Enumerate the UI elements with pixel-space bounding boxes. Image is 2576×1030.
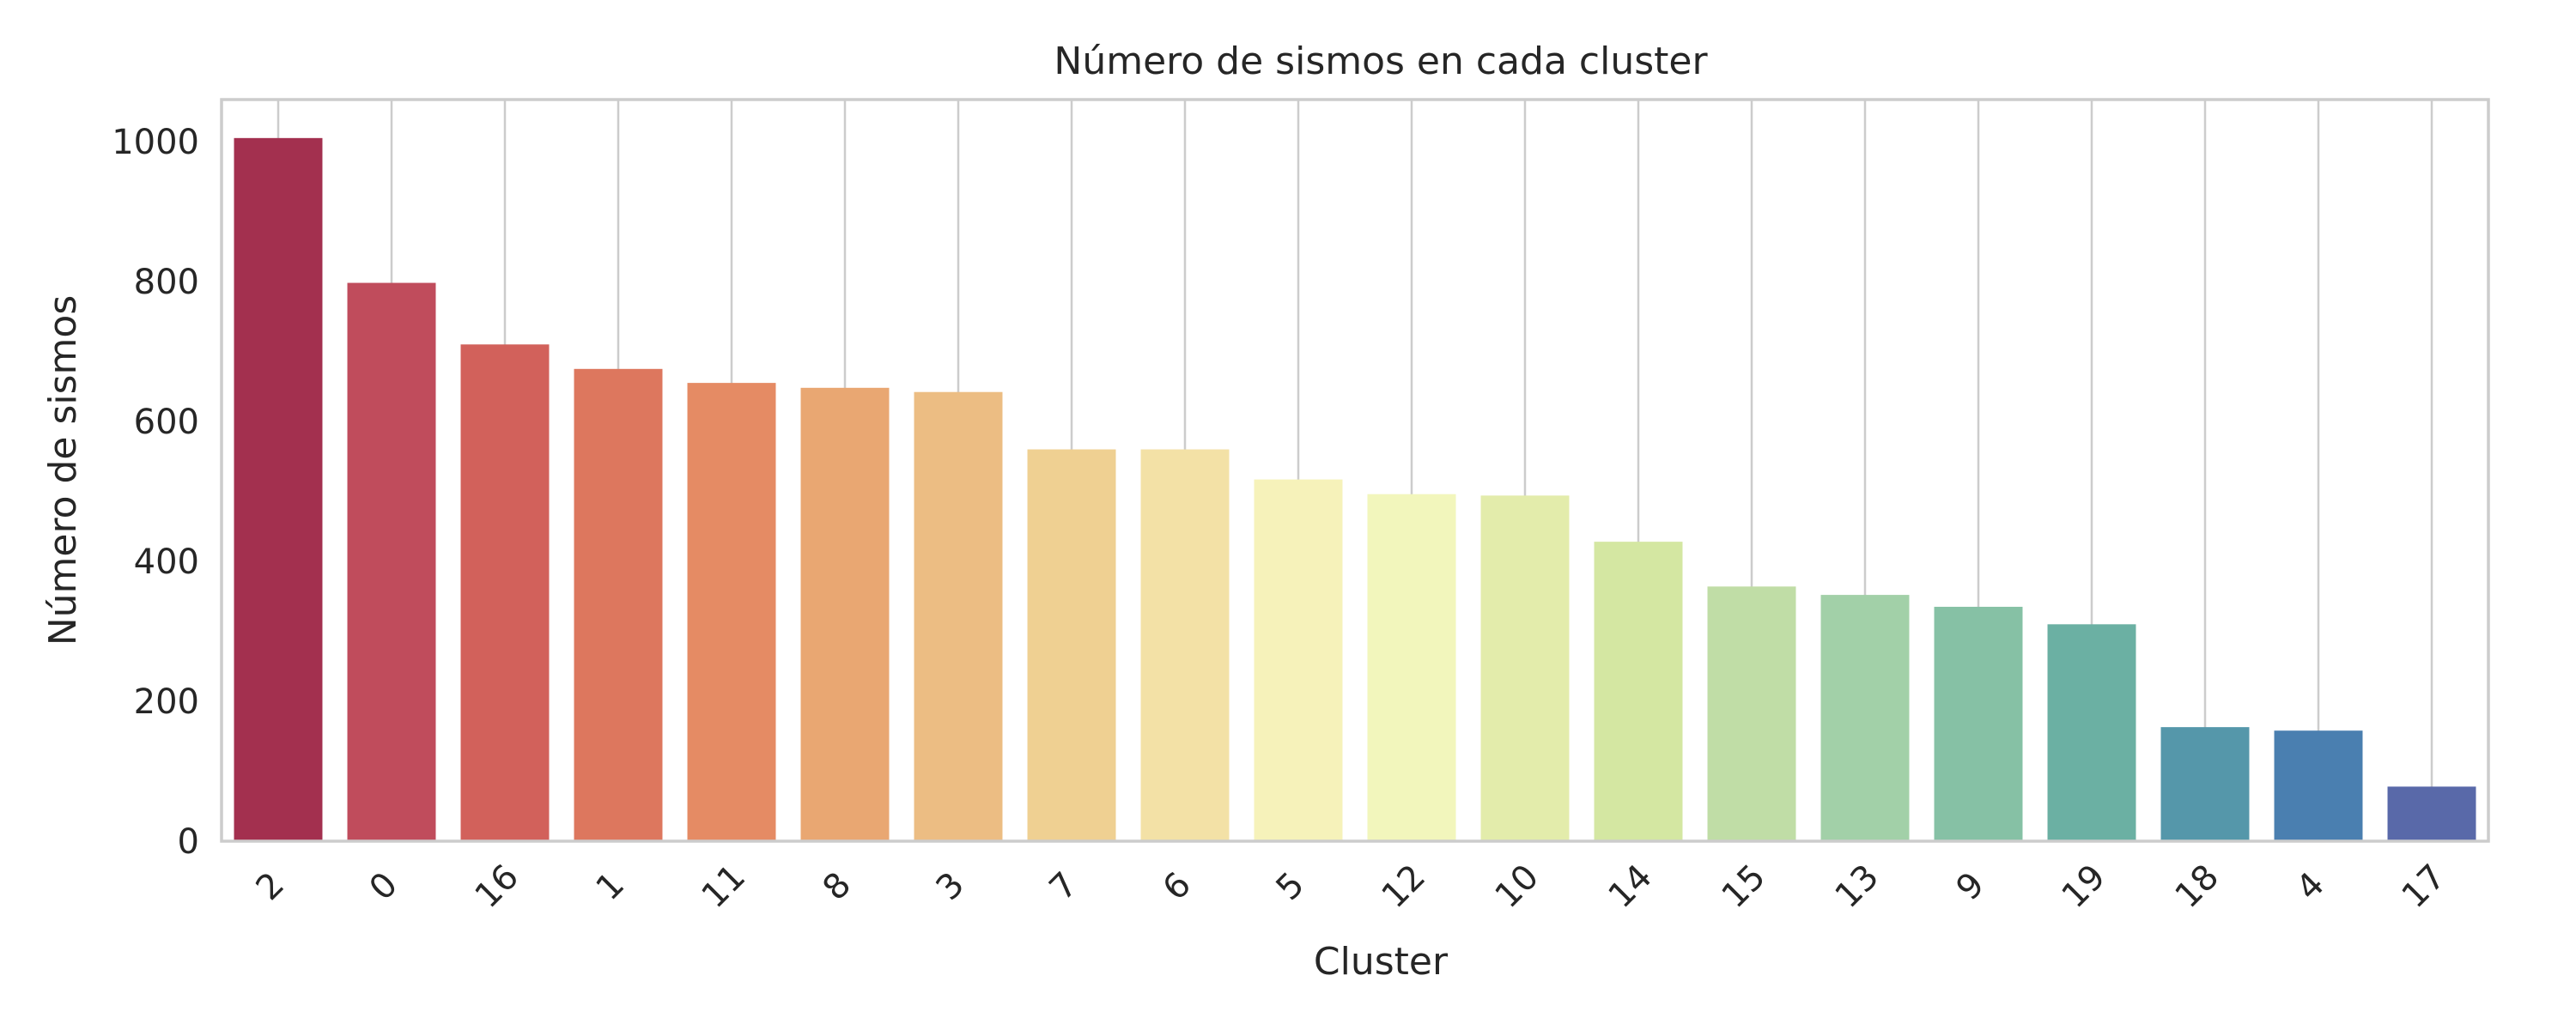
bar-cluster-17	[2387, 786, 2476, 841]
x-tick-label: 17	[2395, 857, 2454, 917]
y-tick-label: 600	[134, 403, 199, 442]
x-tick-label: 10	[1488, 857, 1547, 917]
x-tick-label: 16	[468, 857, 527, 917]
x-tick-label: 19	[2055, 857, 2114, 917]
x-tick-label: 6	[1156, 865, 1200, 909]
y-tick-label: 200	[134, 682, 199, 722]
x-tick-label: 15	[1715, 857, 1774, 917]
bar-cluster-2	[234, 137, 323, 841]
x-tick-label: 1	[589, 865, 633, 909]
bar-cluster-14	[1594, 542, 1683, 841]
bar-cluster-10	[1480, 495, 1570, 841]
bar-cluster-18	[2160, 727, 2250, 841]
x-tick-label: 0	[362, 865, 406, 909]
y-tick-label: 1000	[112, 123, 199, 162]
bar-cluster-0	[347, 282, 436, 842]
bar-cluster-13	[1820, 595, 1910, 841]
bar-cluster-6	[1140, 449, 1230, 841]
x-tick-label: 11	[695, 857, 754, 917]
x-axis-label: Cluster	[1314, 940, 1449, 984]
bar-cluster-3	[914, 391, 1003, 841]
x-tick-label: 4	[2289, 865, 2333, 909]
bar-cluster-1	[574, 368, 663, 842]
x-tick-label: 12	[1375, 857, 1434, 917]
x-tick-label: 3	[929, 865, 973, 909]
y-tick-label: 400	[134, 542, 199, 582]
x-tick-label: 14	[1601, 857, 1661, 917]
bar-cluster-16	[460, 344, 550, 841]
bar-cluster-19	[2047, 624, 2136, 841]
bar-cluster-7	[1027, 449, 1116, 841]
y-axis-label: Número de sismos	[41, 295, 85, 646]
plot-frame	[220, 98, 2490, 843]
bar-cluster-5	[1254, 479, 1343, 841]
bar-cluster-11	[687, 383, 776, 841]
bar-cluster-12	[1367, 494, 1456, 841]
bar-cluster-4	[2274, 730, 2363, 841]
bar-cluster-9	[1934, 606, 2023, 841]
y-tick-label: 0	[178, 822, 199, 862]
bar-cluster-8	[800, 387, 890, 842]
x-tick-label: 18	[2168, 857, 2227, 917]
x-tick-label: 5	[1269, 865, 1313, 909]
y-tick-label: 800	[134, 263, 199, 302]
x-tick-label: 7	[1042, 865, 1086, 909]
chart-title: Número de sismos en cada cluster	[1054, 39, 1708, 83]
x-tick-label: 13	[1828, 857, 1887, 917]
y-axis-ticks: 0 200 400 600 800 1000	[112, 123, 199, 862]
x-tick-label: 8	[816, 865, 860, 909]
bars	[234, 137, 2476, 842]
bar-cluster-15	[1707, 586, 1796, 841]
x-tick-label: 9	[1949, 865, 1993, 909]
x-tick-label: 2	[249, 865, 293, 909]
x-axis-ticks: 2 0 16 1 11 8 3 7 6 5 12 10 14 15 13 9 19 18 4 17	[249, 857, 2454, 917]
